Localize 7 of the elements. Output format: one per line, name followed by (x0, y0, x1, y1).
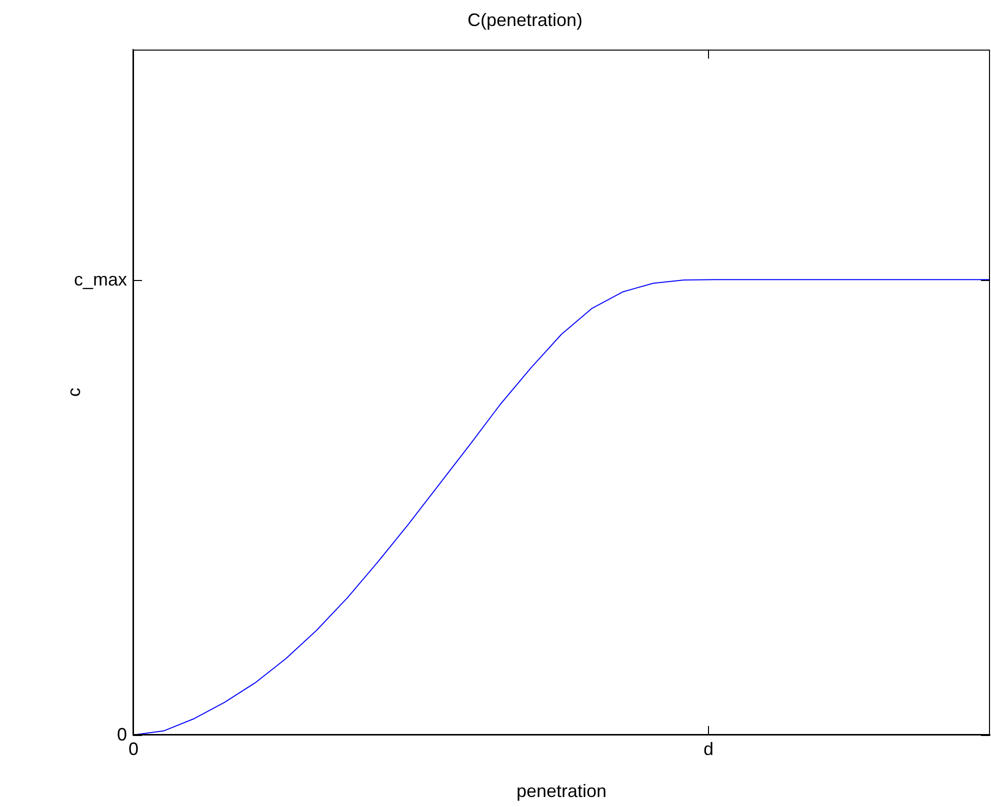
y-axis-title: c (64, 388, 84, 397)
chart-title: C(penetration) (467, 10, 583, 30)
text: 0 (116, 724, 127, 744)
text: d (703, 738, 714, 759)
text: 0 (128, 738, 139, 759)
text: c_max (74, 269, 127, 290)
x-axis-title: penetration (516, 781, 607, 802)
